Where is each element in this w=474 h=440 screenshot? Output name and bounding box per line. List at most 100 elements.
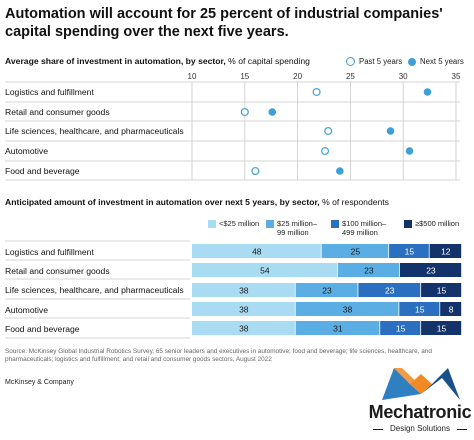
bar-segment [295, 321, 380, 335]
next-5-years-point [423, 88, 432, 96]
c1-row-label: Logistics and fulfillment [5, 87, 94, 97]
bar-value-label: 31 [333, 323, 343, 333]
bar-segment [399, 302, 440, 316]
chart2-title: Anticipated amount of investment in auto… [5, 197, 389, 207]
bar-segment [295, 283, 358, 297]
bar-segment [429, 244, 462, 258]
bar-segment [421, 283, 462, 297]
bar-value-label: 38 [343, 304, 353, 314]
next-5-years-point [386, 127, 395, 135]
bar-segment [421, 321, 462, 335]
bar-value-label: 38 [239, 304, 249, 314]
chart1-title: Average share of investment in automatio… [5, 56, 310, 66]
legend-tier-1: <$25 million [208, 219, 259, 228]
c1-row-label: Food and beverage [5, 166, 80, 176]
past-5-years-point [240, 107, 249, 117]
swatch-icon [404, 220, 412, 228]
bar-segment [192, 283, 295, 297]
legend-tier-3-label-2: 499 million [342, 228, 378, 237]
legend-tier-3-label: $100 million– [342, 219, 387, 228]
bar-value-label: 15 [437, 323, 447, 333]
past-5-years-point [251, 166, 260, 176]
c2-row-label: Food and beverage [5, 324, 80, 334]
bar-value-label: 48 [252, 246, 262, 256]
bar-value-label: 12 [441, 246, 451, 256]
swatch-icon [331, 220, 339, 228]
bar-segment [192, 263, 337, 277]
bar-segment [399, 263, 462, 277]
c2-row-label: Logistics and fulfillment [5, 247, 94, 257]
swatch-icon [208, 220, 216, 228]
legend-past-label: Past 5 years [359, 57, 403, 66]
bar-value-label: 23 [364, 265, 374, 275]
next-5-years-point [268, 108, 277, 116]
logo-wordmark: Mechatronic [368, 402, 472, 422]
bar-value-label: 23 [322, 285, 332, 295]
c2-row-label: Life sciences, healthcare, and pharmaceu… [5, 285, 184, 295]
x-tick-label: 10 [187, 72, 197, 81]
mechatronic-logo-icon [382, 368, 460, 400]
bar-segment [192, 321, 295, 335]
x-tick-label: 25 [345, 72, 355, 81]
legend-tier-2-label-2: 99 million [277, 228, 309, 237]
bar-segment [337, 263, 400, 277]
bar-value-label: 25 [351, 246, 361, 256]
bar-value-label: 38 [239, 285, 249, 295]
legend-tier-1-label: <$25 million [219, 219, 260, 228]
legend-tier-4: ≥$500 million [404, 219, 459, 228]
bar-value-label: 54 [260, 265, 270, 275]
c1-row-label: Automotive [5, 146, 48, 156]
bar-value-label: 8 [449, 304, 454, 314]
chart1-title-rest: % of capital spending [225, 56, 310, 66]
chart2-title-rest: % of respondents [319, 197, 389, 207]
logo-subtitle: Design Solutions [389, 424, 451, 433]
logo-rule-right [457, 429, 467, 430]
x-tick-label: 15 [240, 72, 250, 81]
x-tick-label: 20 [293, 72, 303, 81]
next-5-years-point [336, 167, 344, 175]
bar-segment [380, 321, 421, 335]
bar-value-label: 38 [239, 323, 249, 333]
bar-segment [192, 302, 295, 316]
x-tick-label: 35 [451, 72, 461, 81]
bar-segment [389, 244, 429, 258]
chart1-title-bold: Average share of investment in automatio… [5, 56, 226, 66]
bar-segment [321, 244, 389, 258]
hollow-circle-icon [346, 57, 355, 66]
bar-value-label: 15 [405, 246, 415, 256]
bar-value-label: 15 [415, 304, 425, 314]
bar-value-label: 15 [437, 285, 447, 295]
legend-past: Past 5 years [346, 57, 402, 66]
legend-tier-4-label: ≥$500 million [415, 219, 460, 228]
page-title: Automation will account for 25 percent o… [5, 6, 443, 40]
bar-segment [358, 283, 421, 297]
legend-tier-2-label: $25 million– [277, 219, 318, 228]
next-5-years-point [405, 147, 414, 155]
bar-segment [440, 302, 462, 316]
dot-plot [5, 81, 460, 181]
chart2-title-bold: Anticipated amount of investment in auto… [5, 197, 320, 207]
c2-row-label: Retail and consumer goods [5, 266, 110, 276]
legend-next: Next 5 years [408, 57, 464, 66]
past-5-years-point [324, 126, 333, 136]
bar-value-label: 15 [396, 323, 406, 333]
legend-next-label: Next 5 years [420, 57, 464, 66]
past-5-years-point [312, 87, 321, 97]
filled-circle-icon [408, 57, 416, 66]
c1-row-label: Life sciences, healthcare, and pharmaceu… [5, 126, 184, 136]
logo-rule-left [373, 429, 383, 430]
company-name: McKinsey & Company [5, 379, 74, 386]
bar-segment [295, 302, 399, 316]
bar-value-label: 23 [385, 285, 395, 295]
legend-tier-3: $100 million– 499 million [331, 219, 386, 237]
bar-value-label: 23 [426, 265, 436, 275]
legend-tier-2: $25 million– 99 million [266, 219, 317, 237]
swatch-icon [266, 220, 274, 228]
x-tick-label: 30 [398, 72, 408, 81]
source-note: Source: McKinsey Global Industrial Robot… [5, 348, 432, 363]
c1-row-label: Retail and consumer goods [5, 107, 110, 117]
bar-segment [192, 244, 321, 258]
past-5-years-point [321, 146, 330, 156]
c2-row-label: Automotive [5, 305, 48, 315]
